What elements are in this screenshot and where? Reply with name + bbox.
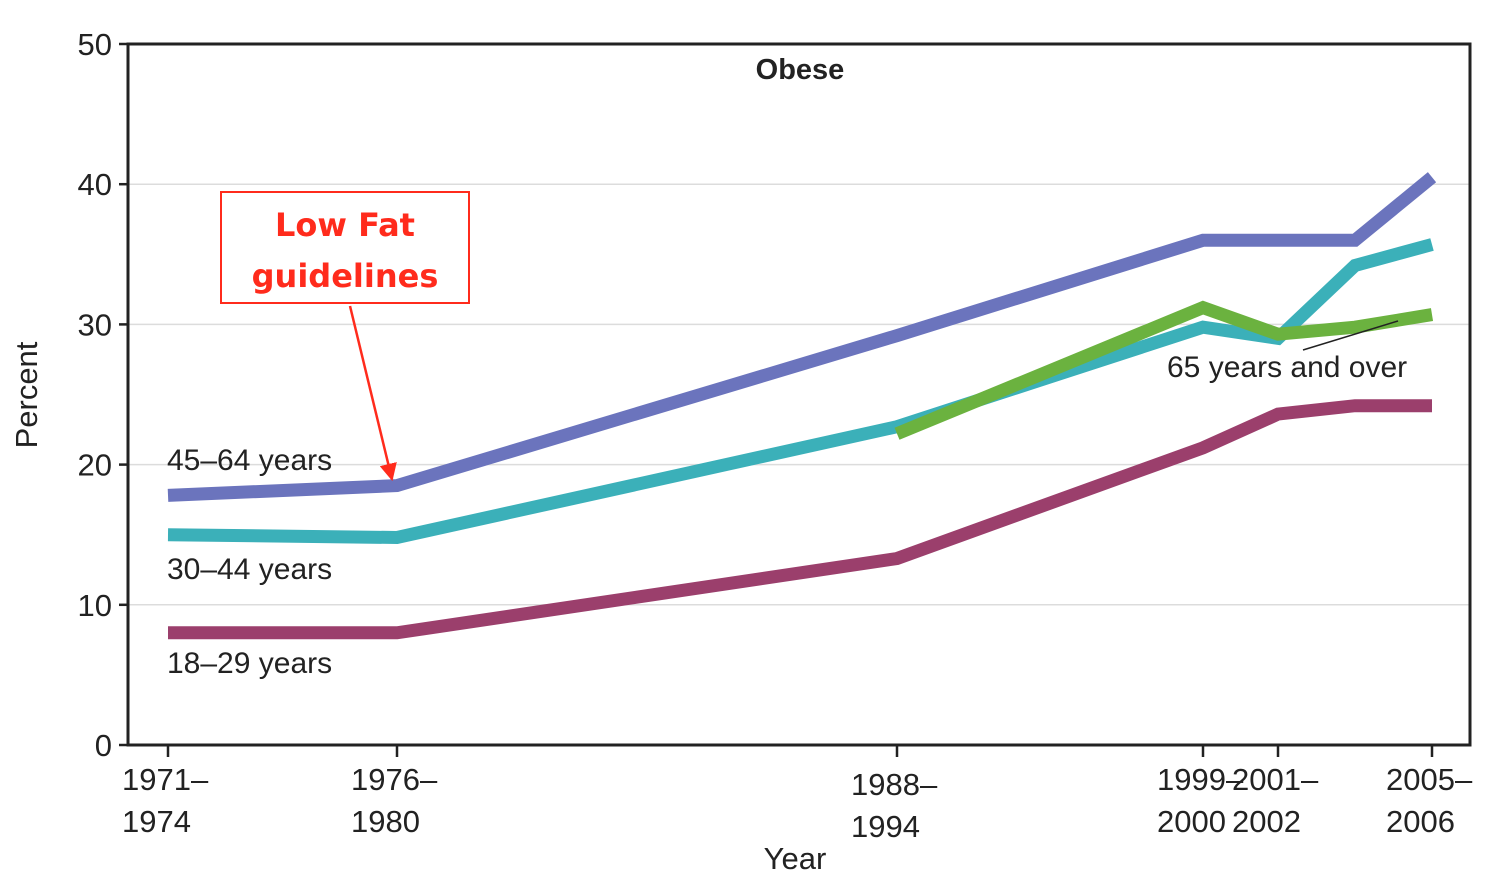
annotation-arrow <box>348 305 397 482</box>
y-tick-label-40: 40 <box>78 167 112 202</box>
x-tick-label-2-line1: 1988– <box>851 767 938 802</box>
chart-title: Obese <box>756 54 845 86</box>
series-label-65-over-leader <box>1302 320 1399 351</box>
series-line-0 <box>167 172 1437 502</box>
gridlines <box>128 183 1470 606</box>
y-tick-label-10: 10 <box>78 588 112 623</box>
annotation-line-2: guidelines <box>252 257 439 295</box>
series-label-18-29: 18–29 years <box>167 647 332 680</box>
annotation-box <box>220 191 470 304</box>
x-tick-label-4-line2: 2002 <box>1232 804 1301 839</box>
series-line-2 <box>894 300 1434 440</box>
x-tick-label-5-line2: 2006 <box>1386 804 1455 839</box>
series-label-45-64: 45–64 years <box>167 444 332 477</box>
y-axis-title: Percent <box>9 341 44 448</box>
x-tick-label-5-line1: 2005– <box>1386 762 1473 797</box>
y-tick-label-30: 30 <box>78 307 112 342</box>
x-tick-label-3-line2: 2000 <box>1157 804 1226 839</box>
series-label-65-over: 65 years and over <box>1167 351 1407 384</box>
annotation-line-1: Low Fat <box>275 206 415 244</box>
x-tick-label-0-line2: 1974 <box>122 804 191 839</box>
series-line-3 <box>168 399 1432 640</box>
x-axis-ticks: 1971– 1974 1976– 1980 1988– 1994 1999– 20002001… <box>122 745 1473 844</box>
series-label-30-44: 30–44 years <box>167 553 332 586</box>
y-tick-label-50: 50 <box>78 27 112 62</box>
x-tick-label-3-line1: 1999– <box>1157 762 1244 797</box>
series-lines <box>167 172 1437 640</box>
x-tick-label-4-line1: 2001– <box>1232 762 1319 797</box>
y-tick-label-0: 0 <box>95 728 112 763</box>
x-tick-label-2-line2: 1994 <box>851 809 920 844</box>
x-tick-label-1-line2: 1980 <box>351 804 420 839</box>
y-tick-label-20: 20 <box>78 448 112 483</box>
plot-frame <box>126 42 1472 747</box>
y-axis-ticks: 0 10 20 30 40 50 <box>78 27 128 763</box>
x-tick-label-1-line1: 1976– <box>351 762 438 797</box>
x-axis-title: Year <box>764 841 827 876</box>
x-tick-label-0-line1: 1971– <box>122 762 209 797</box>
low-fat-annotation: Low Fat guidelines <box>220 191 470 482</box>
